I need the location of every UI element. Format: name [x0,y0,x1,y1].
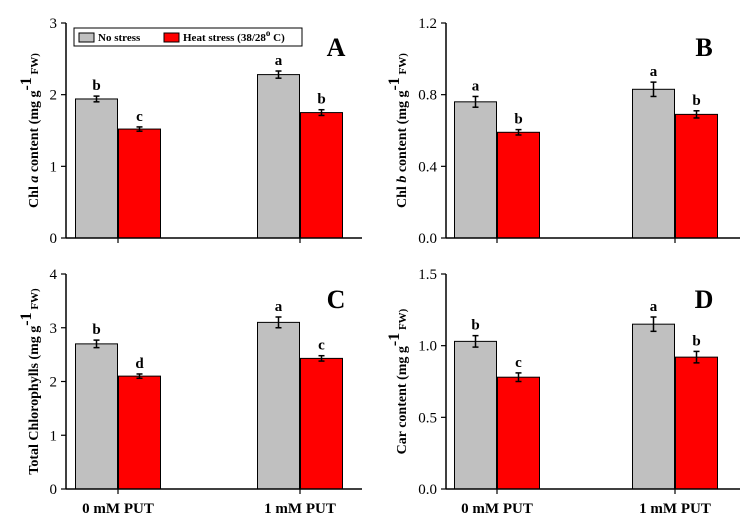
significance-letter: a [275,53,283,69]
y-label-text: FW) [397,53,409,77]
y-tick-label: 2 [50,375,58,391]
y-label-italic: a [27,176,42,183]
significance-letter: b [514,112,522,128]
y-axis-label: Car content (mg g-1 FW) [386,308,410,454]
legend-text: Heat stress (38/28 [183,32,266,44]
panel-letter: C [327,285,346,314]
legend-box [73,27,303,47]
y-tick-label: 0.4 [418,159,437,175]
y-label-text: Chl [27,183,42,208]
y-label-text: Car content (mg g [395,346,410,454]
significance-letter: a [275,299,283,315]
significance-letter: c [136,109,143,125]
significance-letter: a [472,78,480,94]
y-label-superscript: -1 [18,312,35,325]
panel-letter: D [695,285,714,314]
panel-d: b c 0 mM PUT a b 1 mM PUT 0.0 0.5 1.0 1.5 Car cont… [386,267,740,517]
y-tick-label: 1 [50,428,58,444]
bar-no-stress [257,321,300,490]
y-tick-label: 4 [50,267,58,283]
significance-letter: b [692,333,700,349]
bar-heat-stress [118,375,161,490]
significance-letter: d [135,356,144,372]
y-tick-label: 1.5 [418,267,437,283]
bar-heat-stress [300,112,343,239]
y-tick-label: 3 [50,321,58,337]
legend-superscript: o [266,28,271,38]
bar-heat-stress [497,131,540,239]
significance-letter: b [471,318,479,334]
panel-letter: B [695,33,712,62]
y-label-text: FW) [29,288,41,312]
y-label-text: FW) [29,53,41,77]
significance-letter: b [92,78,100,94]
y-label-text: Total Chlorophylls (mg g [27,326,42,475]
significance-letter: b [692,93,700,109]
bar-no-stress [632,88,675,239]
bar-no-stress [75,98,118,239]
bar-heat-stress [300,357,343,490]
y-label-text: FW) [397,308,409,332]
y-label-italic: b [395,176,410,183]
y-tick-label: 0 [50,482,58,498]
significance-letter: a [650,64,658,80]
x-category-label: 1 mM PUT [639,501,711,517]
y-label-text: Chl [395,183,410,208]
y-label-superscript: -1 [386,333,403,346]
panel-letter: A [327,33,346,62]
bar-no-stress [454,340,497,490]
y-tick-label: 1.2 [418,16,437,32]
y-tick-label: 2 [50,88,58,104]
legend: No stress Heat stress (38/28o C) [73,27,303,47]
bar-no-stress [75,343,118,490]
panel-b: a b a b 0.0 0.4 0.8 1.2 Chl b content (mg g-1 FW… [386,16,740,247]
significance-letter: b [317,92,325,108]
y-axis-label: Total Chlorophylls (mg g-1 FW) [18,288,42,475]
bar-heat-stress [675,356,718,490]
y-tick-label: 0.0 [418,482,437,498]
bar-no-stress [257,74,300,239]
y-label-text: content (mg g [395,91,410,176]
y-label-superscript: -1 [386,77,403,90]
x-category-label: 1 mM PUT [264,501,336,517]
panel-a: b c a b 0 1 2 3 Chl a content (mg g-1 FW) A [18,16,362,247]
bar-heat-stress [497,376,540,490]
bar-heat-stress [675,113,718,239]
legend-swatch-no-stress [78,32,95,43]
y-tick-label: 0.0 [418,231,437,247]
significance-letter: c [318,338,325,354]
y-tick-label: 1 [50,159,58,175]
significance-letter: c [515,355,522,371]
y-tick-label: 3 [50,16,58,32]
panel-c: b d 0 mM PUT a c 1 mM PUT 0 1 2 3 4 Total Chlorophy… [18,267,362,517]
y-label-superscript: -1 [18,77,35,90]
significance-letter: b [92,322,100,338]
legend-label-heat-stress: Heat stress (38/28o C) [183,28,285,44]
legend-label-no-stress: No stress [98,32,141,44]
bar-no-stress [454,101,497,239]
legend-text: C) [270,32,285,44]
x-category-label: 0 mM PUT [461,501,533,517]
y-tick-label: 0 [50,231,58,247]
legend-swatch-heat-stress [163,32,180,43]
bar-heat-stress [118,128,161,239]
y-axis-label: Chl a content (mg g-1 FW) [18,53,42,208]
bar-no-stress [632,323,675,490]
x-category-label: 0 mM PUT [82,501,154,517]
y-tick-label: 0.8 [418,88,437,104]
y-tick-label: 1.0 [418,339,437,355]
y-tick-label: 0.5 [418,410,437,426]
significance-letter: a [650,299,658,315]
y-label-text: content (mg g [27,91,42,176]
y-axis-label: Chl b content (mg g-1 FW) [386,53,410,208]
